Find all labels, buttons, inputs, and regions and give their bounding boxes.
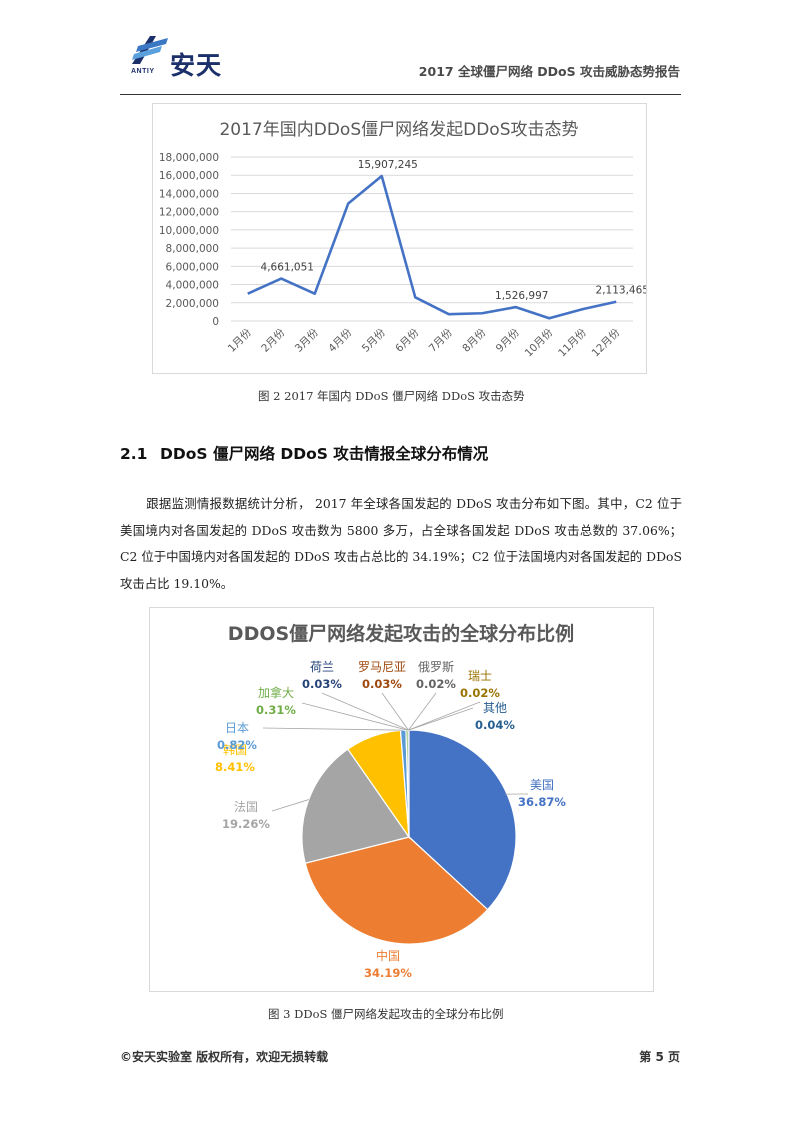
x-tick-label: 2月份 [259,326,287,354]
y-tick-label: 4,000,000 [166,280,219,292]
y-tick-label: 6,000,000 [166,261,219,273]
report-title: 2017 全球僵尸网络 DDoS 攻击威胁态势报告 [418,64,680,79]
slice-name-label: 日本 [225,721,249,735]
y-tick-label: 10,000,000 [159,225,219,237]
body-paragraph: 跟据监测情报数据统计分析， 2017 年全球各国发起的 DDoS 攻击分布如下图… [120,491,682,597]
pie-chart: DDOS僵尸网络发起攻击的全球分布比例 美国 36.87% 中国 34.19% 法国 19… [215,622,574,980]
slice-name-label: 法国 [234,800,258,814]
page-number: 第 5 页 [639,1050,680,1064]
leader-line [381,692,409,731]
pie-slice [304,836,489,945]
slice-name-label: 罗马尼亚 [358,660,406,674]
brand-sub: ANTIY [131,68,155,75]
slice-value-label: 0.02% [460,686,500,700]
slice-name-label: 中国 [376,948,400,963]
slice-name-label: 韩国 [223,742,247,757]
slice-value-label: 8.41% [215,760,255,774]
leader-line [321,692,409,731]
x-tick-label: 10月份 [523,326,556,359]
x-tick-label: 3月份 [293,326,321,354]
antiy-logo [128,34,238,82]
slice-name-label: 加拿大 [258,685,294,700]
pie-chart-frame: DDOS僵尸网络发起攻击的全球分布比例 美国 36.87% 中国 34.19% 法国 19… [149,607,654,992]
slice-name-label: 荷兰 [310,660,334,674]
y-tick-label: 14,000,000 [159,188,219,200]
header-divider [120,94,681,95]
logo-emblem-icon [132,36,168,64]
slice-value-label: 0.03% [302,677,342,691]
slice-value-label: 19.26% [222,817,270,831]
slice-value-label: 0.03% [362,677,402,691]
slice-name-label: 美国 [530,778,554,792]
footer-copyright: ©安天实验室 版权所有，欢迎无损转载 [120,1050,329,1064]
data-label: 1,526,997 [495,290,548,302]
figure-2-caption: 图 2 2017 年国内 DDoS 僵尸网络 DDoS 攻击态势 [258,389,525,403]
y-tick-label: 16,000,000 [159,170,219,182]
figure-3-caption: 图 3 DDoS 僵尸网络发起攻击的全球分布比例 [268,1007,504,1021]
leader-line [408,692,437,731]
data-label: 15,907,245 [358,159,418,171]
section-number: 2.1 [120,445,148,463]
x-tick-label: 4月份 [326,326,354,354]
slice-name-label: 瑞士 [468,669,492,683]
chart-title: DDOS僵尸网络发起攻击的全球分布比例 [228,622,574,645]
y-tick-label: 12,000,000 [159,207,219,219]
x-tick-label: 6月份 [393,326,421,354]
x-tick-label: 8月份 [460,326,488,354]
leader-line [271,799,309,812]
chart-title: 2017年国内DDoS僵尸网络发起DDoS攻击态势 [219,120,578,140]
slice-value-label: 0.02% [416,677,456,691]
line-chart-frame: 2017年国内DDoS僵尸网络发起DDoS攻击态势 0 2,000,000 4,00… [152,103,649,374]
paragraph-text: 跟据监测情报数据统计分析， 2017 年全球各国发起的 DDoS 攻击分布如下图… [120,496,682,591]
section-heading: 2.1 DDoS 僵尸网络 DDoS 攻击情报全球分布情况 [120,442,488,464]
slice-value-label: 34.19% [364,966,412,980]
x-tick-label: 11月份 [556,326,589,359]
data-label: 2,113,465 [596,285,646,297]
leader-line [408,701,481,731]
section-title: DDoS 僵尸网络 DDoS 攻击情报全球分布情况 [160,445,489,463]
data-label: 4,661,051 [261,262,314,274]
leader-line [262,727,404,731]
slice-value-label: 0.04% [475,718,515,732]
leader-line [408,707,474,731]
series-line [247,174,617,320]
slice-name-label: 其他 [483,701,507,715]
slice-value-label: 36.87% [518,795,566,809]
brand-name: 安天 [170,51,223,80]
y-tick-label: 8,000,000 [166,243,219,255]
x-tick-label: 7月份 [427,326,455,354]
leader-line [301,702,408,731]
y-tick-label: 2,000,000 [166,298,219,310]
x-tick-label: 1月份 [226,326,254,354]
slice-value-label: 0.31% [256,703,296,717]
x-tick-label: 12月份 [590,326,623,359]
x-tick-label: 5月份 [360,326,388,354]
line-chart: 2017年国内DDoS僵尸网络发起DDoS攻击态势 0 2,000,000 4,00… [159,120,649,359]
slice-value-label: 0.82% [217,738,257,752]
y-tick-label: 0 [212,316,219,328]
slice-name-label: 俄罗斯 [418,660,454,674]
y-tick-label: 18,000,000 [159,152,219,164]
x-tick-label: 9月份 [494,326,522,354]
